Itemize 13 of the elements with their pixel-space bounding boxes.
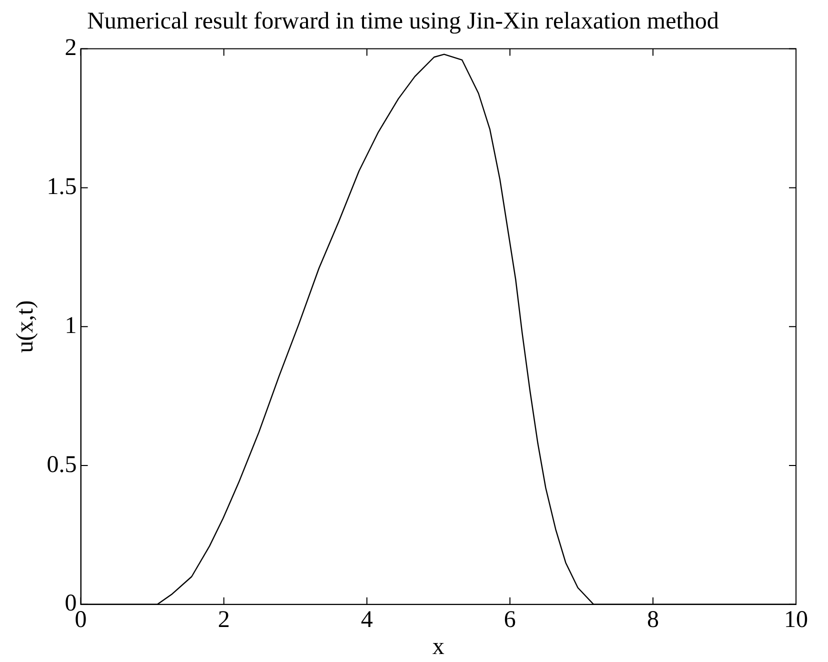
- chart-title: Numerical result forward in time using Jin-Xin relaxation method: [87, 8, 719, 35]
- x-tick-label: 2: [218, 607, 230, 634]
- x-tick-label: 8: [646, 607, 659, 634]
- x-tick-label: 4: [360, 607, 373, 634]
- x-tick-label: 6: [504, 607, 516, 634]
- y-tick-label: 0: [64, 590, 77, 617]
- x-axis-title: x: [432, 634, 444, 660]
- y-tick-label: 1: [64, 312, 77, 339]
- y-tick-label: 1.5: [46, 174, 77, 200]
- y-tick-label: 0.5: [46, 452, 77, 478]
- y-tick-label: 2: [64, 35, 77, 62]
- x-tick-label: 10: [784, 607, 808, 634]
- y-axis-title: u(x,t): [12, 300, 39, 353]
